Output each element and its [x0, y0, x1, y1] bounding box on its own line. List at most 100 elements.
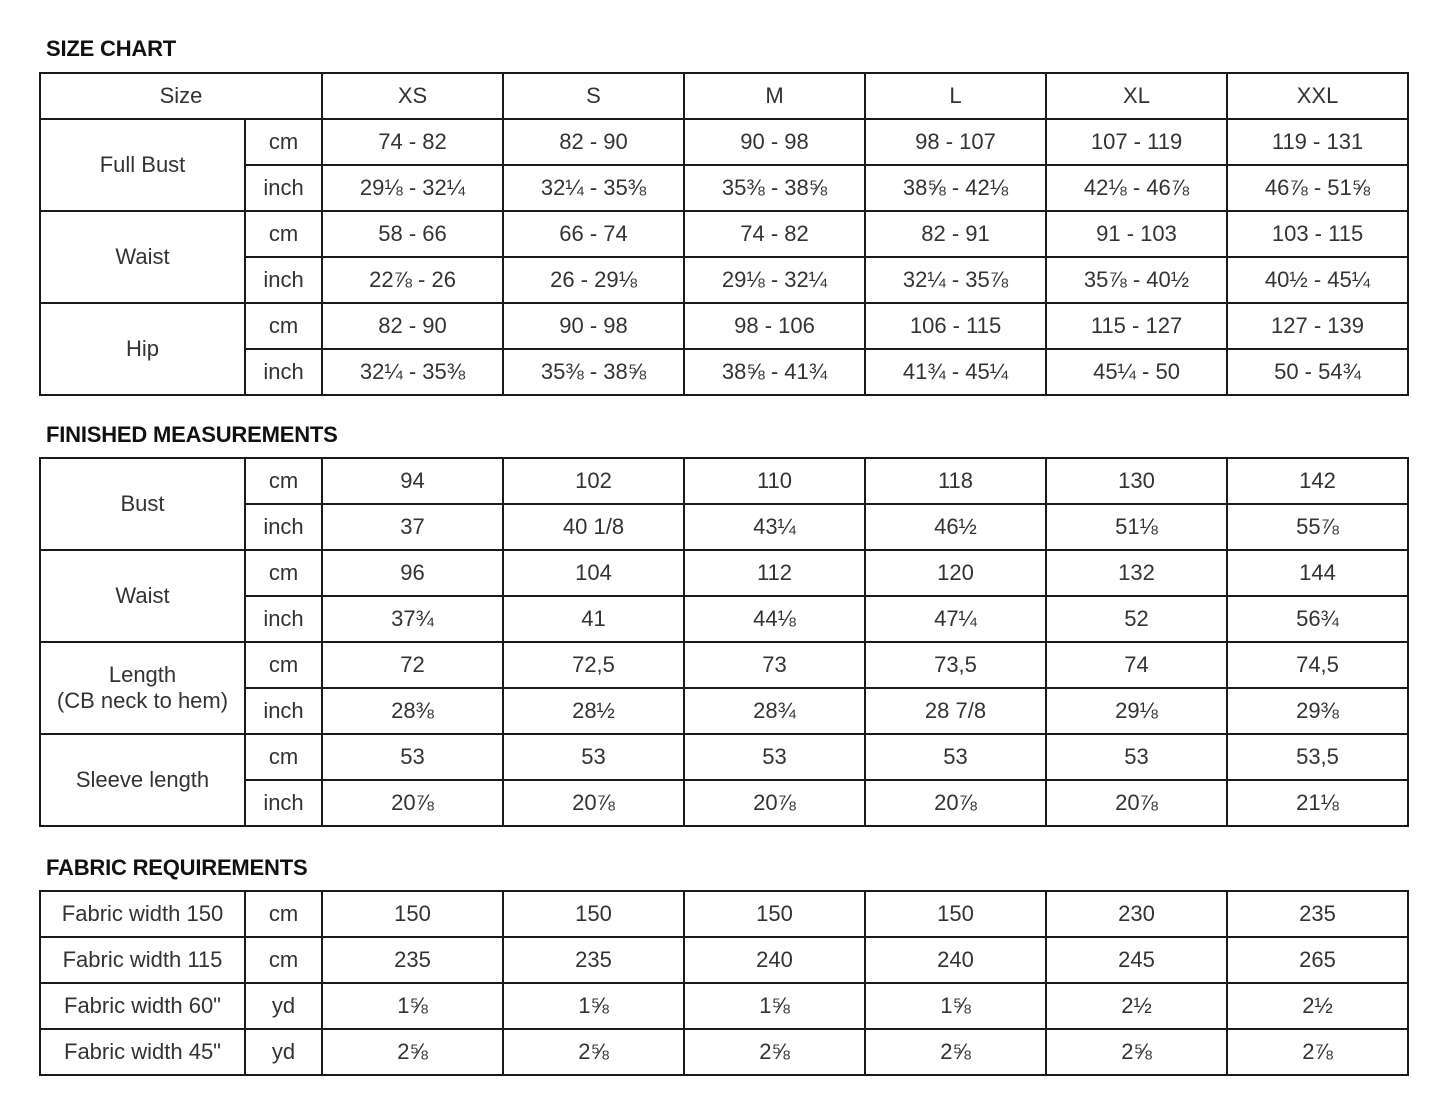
value-cell: 29⅜ [1226, 687, 1409, 735]
size-header-label: Size [38, 72, 324, 120]
value-cell: 28⅜ [321, 687, 504, 735]
value-cell: 37¾ [321, 595, 504, 643]
value-cell: 2½ [1045, 982, 1228, 1030]
unit-cell: cm [244, 890, 323, 938]
value-cell: 112 [683, 549, 866, 597]
value-cell: 66 - 74 [502, 210, 686, 258]
value-cell: 2⅝ [1045, 1028, 1228, 1076]
value-cell: 106 - 115 [864, 302, 1048, 350]
value-cell: 150 [683, 890, 866, 938]
table-row: inch 28⅜ 28½ 28¾ 28 7/8 29⅛ 29⅜ [40, 687, 1409, 735]
table-row: Sleeve length cm 53 53 53 53 53 53,5 [39, 733, 1409, 827]
value-cell: 144 [1226, 549, 1409, 597]
row-group-label: Waist [39, 210, 246, 304]
header-row: Size XS S M L XL XXL [38, 72, 1410, 120]
value-cell: 46⅞ - 51⅝ [1226, 164, 1410, 212]
value-cell: 20⅞ [864, 779, 1047, 827]
value-cell: 35⅜ - 38⅝ [502, 348, 686, 396]
value-cell: 29⅛ [1045, 687, 1228, 735]
table-row: Waist cm 58 - 66 66 - 74 74 - 82 82 - 91 91 - … [39, 210, 1410, 304]
finished-measurements-title: FINISHED MEASUREMENTS [46, 422, 338, 447]
value-cell: 22⅞ - 26 [321, 256, 505, 304]
value-cell: 53 [683, 733, 866, 781]
value-cell: 26 - 29⅛ [502, 256, 686, 304]
unit-cell: cm [244, 641, 323, 689]
value-cell: 47¼ [864, 595, 1047, 643]
value-cell: 82 - 90 [502, 118, 686, 166]
value-cell: 107 - 119 [1045, 118, 1229, 166]
value-cell: 52 [1045, 595, 1228, 643]
fabric-requirements-title: FABRIC REQUIREMENTS [46, 855, 308, 880]
value-cell: 240 [864, 936, 1047, 984]
value-cell: 74,5 [1226, 641, 1409, 689]
value-cell: 1⅝ [502, 982, 685, 1030]
size-header-xs: XS [321, 72, 505, 120]
row-group-label: Hip [39, 302, 246, 396]
value-cell: 265 [1226, 936, 1409, 984]
value-cell: 98 - 106 [683, 302, 867, 350]
unit-cell: cm [244, 457, 323, 505]
value-cell: 119 - 131 [1226, 118, 1410, 166]
table-row: Bust cm 94 102 110 118 130 142 [39, 457, 1409, 551]
value-cell: 150 [864, 890, 1047, 938]
size-chart-title: SIZE CHART [46, 36, 177, 61]
value-cell: 42⅛ - 46⅞ [1045, 164, 1229, 212]
value-cell: 28¾ [683, 687, 866, 735]
value-cell: 127 - 139 [1226, 302, 1410, 350]
value-cell: 235 [502, 936, 685, 984]
value-cell: 45¼ - 50 [1045, 348, 1229, 396]
value-cell: 20⅞ [321, 779, 504, 827]
row-group-label: Fabric width 150 [39, 890, 246, 938]
value-cell: 53,5 [1226, 733, 1409, 781]
row-group-label: Fabric width 115 [39, 936, 246, 984]
value-cell: 2⅝ [864, 1028, 1047, 1076]
table-row: inch 29⅛ - 32¼ 32¼ - 35⅜ 35⅜ - 38⅝ 38⅝ - 42⅛… [40, 164, 1410, 212]
unit-cell: inch [244, 779, 323, 827]
row-group-label: Fabric width 45" [39, 1028, 246, 1076]
value-cell: 74 [1045, 641, 1228, 689]
value-cell: 90 - 98 [683, 118, 867, 166]
value-cell: 35⅞ - 40½ [1045, 256, 1229, 304]
value-cell: 28 7/8 [864, 687, 1047, 735]
table-row: inch 37¾ 41 44⅛ 47¼ 52 56¾ [40, 595, 1409, 643]
value-cell: 132 [1045, 549, 1228, 597]
value-cell: 150 [502, 890, 685, 938]
table-row: Length (CB neck to hem) cm 72 72,5 73 73,5 74 7… [39, 641, 1409, 735]
row-group-label: Waist [39, 549, 246, 643]
table-row: Full Bust cm 74 - 82 82 - 90 90 - 98 98 - 107… [39, 118, 1410, 212]
unit-cell: yd [244, 1028, 323, 1076]
value-cell: 53 [502, 733, 685, 781]
value-cell: 102 [502, 457, 685, 505]
unit-cell: cm [243, 118, 324, 166]
value-cell: 29⅛ - 32¼ [683, 256, 867, 304]
unit-cell: cm [243, 302, 324, 350]
value-cell: 51⅛ [1045, 503, 1228, 551]
finished-measurements-table: Bust cm 94 102 110 118 130 142 inch 37 40 1/8 43¼ 46… [39, 457, 1409, 827]
table-row: Fabric width 150 cm 150 150 150 150 230 235 [39, 890, 1409, 938]
value-cell: 44⅛ [683, 595, 866, 643]
value-cell: 2½ [1226, 982, 1409, 1030]
value-cell: 46½ [864, 503, 1047, 551]
value-cell: 53 [1045, 733, 1228, 781]
value-cell: 245 [1045, 936, 1228, 984]
size-header-m: M [683, 72, 867, 120]
unit-cell: inch [243, 256, 324, 304]
row-group-label: Fabric width 60" [39, 982, 246, 1030]
value-cell: 130 [1045, 457, 1228, 505]
table-row: Hip cm 82 - 90 90 - 98 98 - 106 106 - 115 115 … [39, 302, 1410, 396]
table-row: inch 22⅞ - 26 26 - 29⅛ 29⅛ - 32¼ 32¼ - 35⅞ 35… [40, 256, 1410, 304]
value-cell: 58 - 66 [321, 210, 505, 258]
value-cell: 104 [502, 549, 685, 597]
value-cell: 235 [321, 936, 504, 984]
table-row: Waist cm 96 104 112 120 132 144 [39, 549, 1409, 643]
value-cell: 38⅝ - 41¾ [683, 348, 867, 396]
value-cell: 1⅝ [864, 982, 1047, 1030]
row-group-label: Sleeve length [39, 733, 246, 827]
table-row: inch 32¼ - 35⅜ 35⅜ - 38⅝ 38⅝ - 41¾ 41¾ - 45¼… [40, 348, 1410, 396]
value-cell: 240 [683, 936, 866, 984]
value-cell: 53 [321, 733, 504, 781]
value-cell: 43¼ [683, 503, 866, 551]
unit-cell: cm [244, 733, 323, 781]
value-cell: 90 - 98 [502, 302, 686, 350]
size-header-s: S [502, 72, 686, 120]
